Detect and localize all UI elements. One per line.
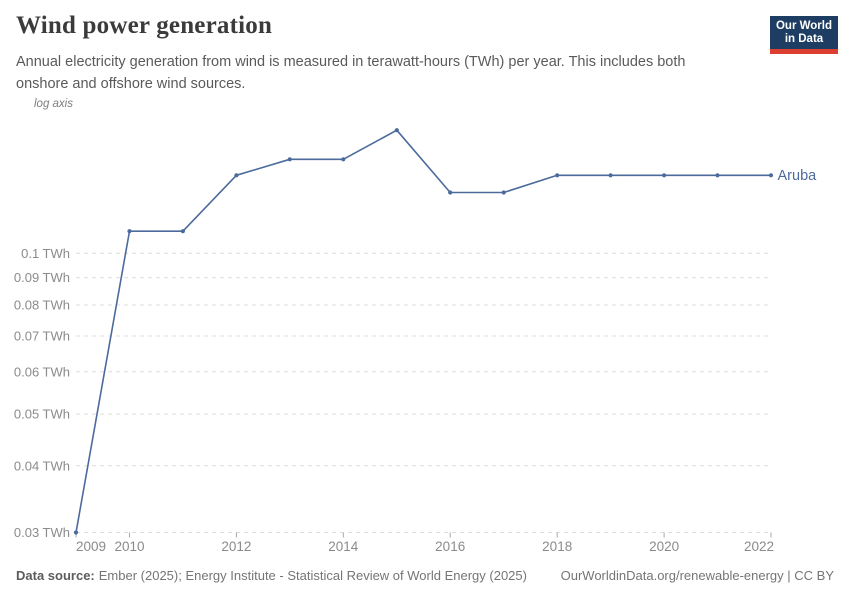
x-axis-label: 2009 <box>76 539 106 554</box>
x-axis-label: 2010 <box>114 539 144 554</box>
chart-subtitle: Annual electricity generation from wind … <box>16 54 686 92</box>
page-title: Wind power generation <box>16 12 273 39</box>
data-point <box>394 128 399 133</box>
x-axis-label: 2016 <box>435 539 465 554</box>
data-point <box>768 173 774 178</box>
data-point <box>341 157 346 162</box>
x-axis-label: 2018 <box>542 539 572 554</box>
data-point <box>555 173 560 178</box>
data-point <box>234 173 239 178</box>
y-axis-label: 0.05 TWh <box>14 407 70 422</box>
data-point <box>73 530 79 535</box>
owid-logo-line2: in Data <box>784 33 824 45</box>
x-axis-label: 2020 <box>649 539 679 554</box>
data-point <box>127 229 132 234</box>
data-point <box>501 190 506 195</box>
series-end-label: Aruba <box>778 168 818 184</box>
x-axis-label: 2012 <box>221 539 251 554</box>
data-source: Data source: Ember (2025); Energy Institu… <box>16 568 527 583</box>
owid-logo: Our World in Data <box>770 16 838 54</box>
y-axis-label: 0.04 TWh <box>14 458 70 473</box>
data-point <box>715 173 720 178</box>
data-point <box>180 229 185 234</box>
data-source-text: Ember (2025); Energy Institute - Statist… <box>98 568 527 583</box>
data-line <box>75 129 771 533</box>
y-axis-label: 0.1 TWh <box>21 246 70 261</box>
data-point <box>287 157 292 162</box>
y-axis-label: 0.06 TWh <box>14 364 70 379</box>
data-point <box>448 190 453 195</box>
y-axis-label: 0.09 TWh <box>14 270 70 285</box>
data-point <box>608 173 613 178</box>
data-source-label: Data source: <box>16 568 95 583</box>
owid-link[interactable]: OurWorldinData.org/renewable-energy | CC… <box>560 568 834 583</box>
data-point <box>662 173 667 178</box>
owid-logo-line1: Our World <box>775 20 832 32</box>
y-axis-label: 0.08 TWh <box>14 298 70 313</box>
chart-footer: Data source: Ember (2025); Energy Institu… <box>16 568 834 583</box>
log-axis-note: log axis <box>34 98 73 110</box>
x-axis-label: 2022 <box>744 539 774 554</box>
y-axis-label: 0.07 TWh <box>14 329 70 344</box>
x-axis-label: 2014 <box>328 539 359 554</box>
y-axis-label: 0.03 TWh <box>14 525 70 540</box>
